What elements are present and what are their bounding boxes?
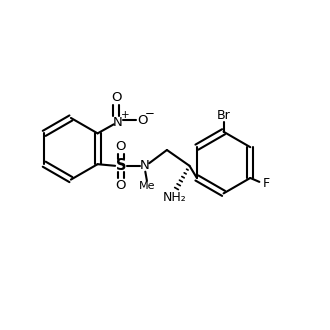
Text: −: − — [145, 107, 154, 120]
Text: Br: Br — [217, 109, 230, 122]
Text: +: + — [120, 110, 129, 120]
Text: O: O — [137, 114, 147, 127]
Text: Me: Me — [139, 181, 155, 191]
Text: F: F — [262, 177, 269, 190]
Text: O: O — [116, 179, 126, 192]
Text: O: O — [111, 91, 121, 104]
Text: N: N — [140, 159, 149, 172]
Text: NH₂: NH₂ — [163, 191, 187, 204]
Text: N: N — [113, 115, 122, 128]
Text: S: S — [116, 158, 126, 173]
Text: O: O — [116, 140, 126, 153]
